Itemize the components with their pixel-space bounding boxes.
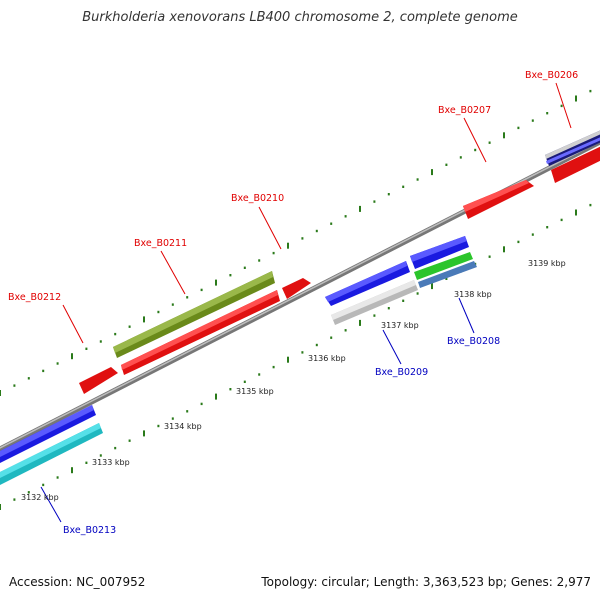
gene-feature-navy[interactable] <box>545 126 600 166</box>
connector-bxe-b0213 <box>40 486 62 523</box>
kbp-label-3139: 3139 kbp <box>528 259 566 268</box>
gene-label-bxe-b0209[interactable]: Bxe_B0209 <box>375 367 428 378</box>
gene-labels: Bxe_B0206 Bxe_B0207 Bxe_B0210 Bxe_B0211 … <box>8 70 578 536</box>
connector-bxe-b0207 <box>463 117 487 163</box>
label-connectors <box>40 82 572 523</box>
kbp-label-3134: 3134 kbp <box>164 422 202 431</box>
gene-label-bxe-b0207[interactable]: Bxe_B0207 <box>438 105 491 116</box>
gene-feature-bxe-b0211[interactable] <box>121 290 280 375</box>
gene-label-bxe-b0213[interactable]: Bxe_B0213 <box>63 525 116 536</box>
kbp-label-3137: 3137 kbp <box>381 321 419 330</box>
gene-feature-bxe-b0208[interactable] <box>418 261 477 288</box>
gene-label-bxe-b0206[interactable]: Bxe_B0206 <box>525 70 578 81</box>
gene-feature-bxe-b0213[interactable] <box>0 423 103 490</box>
map-title: Burkholderia xenovorans LB400 chromosome… <box>82 10 518 25</box>
gene-feature-bxe-b0209[interactable] <box>331 280 418 325</box>
gene-feature-green[interactable] <box>414 252 473 280</box>
gene-feature-blue-2[interactable] <box>410 236 469 269</box>
position-labels: 3132 kbp 3133 kbp 3134 kbp 3135 kbp 3136… <box>21 259 566 502</box>
kbp-label-3136: 3136 kbp <box>308 354 346 363</box>
gene-label-bxe-b0208[interactable]: Bxe_B0208 <box>447 336 500 347</box>
kbp-label-3133: 3133 kbp <box>92 458 130 467</box>
accession-text: Accession: NC_007952 <box>9 575 146 589</box>
upper-tick-row <box>0 89 592 396</box>
connector-bxe-b0208 <box>458 297 475 334</box>
gene-label-bxe-b0210[interactable]: Bxe_B0210 <box>231 193 284 204</box>
genome-summary-text: Topology: circular; Length: 3,363,523 bp… <box>261 575 591 589</box>
gene-label-bxe-b0211[interactable]: Bxe_B0211 <box>134 238 187 249</box>
gene-feature-bxe-b0209-blue[interactable] <box>325 261 410 306</box>
gene-feature-bxe-b0206[interactable] <box>551 142 600 183</box>
connector-bxe-b0206 <box>555 82 572 129</box>
connector-bxe-b0210 <box>258 206 282 250</box>
gene-feature-bxe-b0213-blue[interactable] <box>0 405 96 468</box>
gene-feature-bxe-b0210[interactable] <box>282 278 311 299</box>
gene-feature-bxe-b0207[interactable] <box>463 180 534 219</box>
gene-feature-bxe-b0212[interactable] <box>79 367 118 394</box>
gene-feature-olive[interactable] <box>113 271 275 358</box>
kbp-label-3132: 3132 kbp <box>21 493 59 502</box>
gene-features <box>0 126 600 490</box>
kbp-label-3138: 3138 kbp <box>454 290 492 299</box>
connector-bxe-b0209 <box>382 329 402 365</box>
lower-tick-row <box>0 203 592 510</box>
connector-bxe-b0212 <box>62 304 84 344</box>
kbp-label-3135: 3135 kbp <box>236 387 274 396</box>
gene-label-bxe-b0212[interactable]: Bxe_B0212 <box>8 292 61 303</box>
connector-bxe-b0211 <box>160 250 186 295</box>
